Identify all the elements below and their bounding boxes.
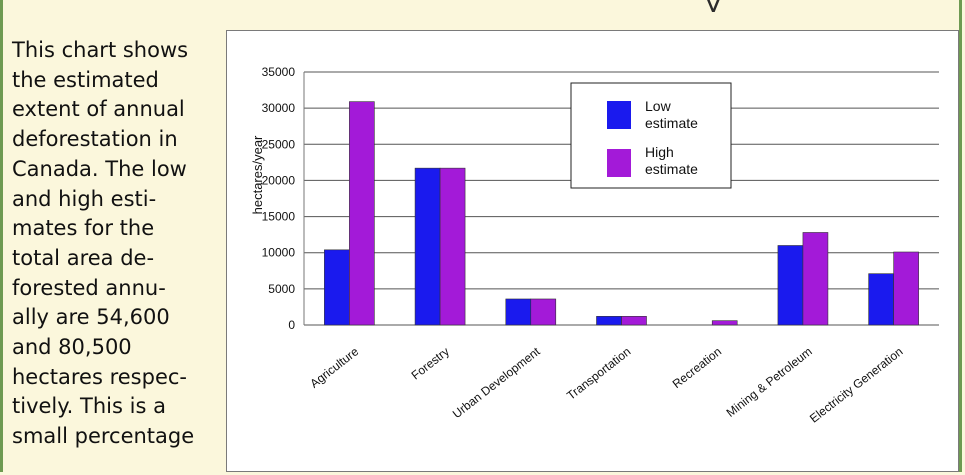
bar-low-0 [324,249,350,326]
bar-high-0 [349,101,375,326]
y-tick-label: 5000 [268,282,295,296]
y-tick-label: 0 [288,318,295,332]
bars [324,101,919,326]
bar-high-5 [802,232,829,326]
bar-low-2 [505,298,532,326]
heading-fragment: y [705,0,825,12]
y-tick-labels: 0 5000 10000 15000 20000 25000 30000 35000 [262,65,296,332]
legend-label-low-line2: estimate [645,115,698,131]
bar-high-2 [530,298,557,326]
x-tick-label: Recreation [670,344,724,391]
bar-low-3 [596,316,622,326]
bar-chart: 0 5000 10000 15000 20000 25000 30000 35000 hect… [250,65,939,426]
x-tick-label: Mining & Petroleum [724,344,815,420]
chart-description: This chart shows the estimated extent of… [12,38,195,449]
chart-container: 0 5000 10000 15000 20000 25000 30000 35000 hect… [226,30,959,472]
legend: Low estimate High estimate [570,82,732,189]
y-tick-label: 15000 [262,210,296,224]
bar-low-1 [414,167,441,326]
legend-label-high-line2: estimate [645,161,698,177]
x-tick-label: Transportation [564,344,633,402]
legend-label-high-line1: High [645,144,674,160]
legend-label-low-line1: Low [645,98,672,114]
bar-low-5 [777,245,804,326]
legend-swatch-high [607,149,631,177]
y-tick-label: 25000 [262,137,296,151]
legend-swatch-low [607,101,631,129]
x-tick-label: Forestry [409,344,452,382]
x-tick-label: Urban Development [450,344,543,421]
bar-high-1 [439,167,466,326]
bar-high-3 [621,316,647,326]
legend-box [570,82,732,189]
y-tick-label: 10000 [262,246,296,260]
x-tick-label: Agriculture [307,344,361,391]
y-axis-label: hectares/year [250,135,265,214]
bar-high-6 [893,251,919,326]
bar-high-4 [711,320,738,326]
y-tick-label: 30000 [262,101,296,115]
y-tick-label: 20000 [262,173,296,187]
y-tick-label: 35000 [262,65,296,79]
bar-low-6 [868,273,894,326]
x-tick-label: Electricity Generation [807,344,905,425]
